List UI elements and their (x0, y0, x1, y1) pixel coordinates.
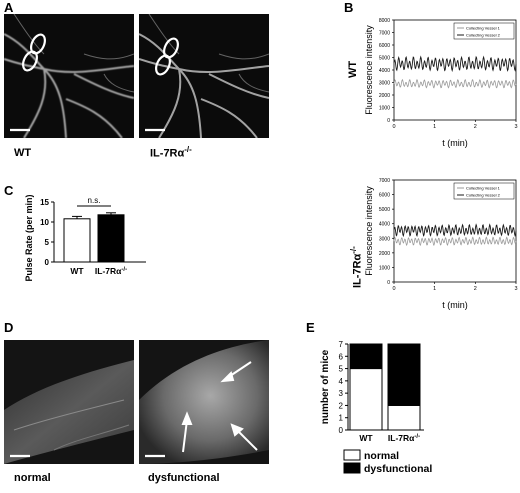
y-axis-label: number of mice (320, 349, 331, 424)
chart-fluorescence-wt: 0 1000 2000 3000 4000 5000 6000 7000 8000 0 1 2 3 t (… (364, 18, 518, 148)
series-line (393, 78, 517, 89)
x-axis-label: t (min) (442, 300, 468, 310)
tissue-image-dysfunctional (139, 340, 269, 464)
series-line (393, 55, 517, 73)
y-tick-label: 6 (339, 352, 344, 361)
x-category-label: IL-7Rα-/- (388, 433, 420, 443)
micrograph-normal (4, 340, 134, 464)
y-tick-label: 5000 (379, 56, 390, 62)
bar (63, 218, 91, 263)
y-tick-label: 7 (339, 340, 344, 349)
y-tick-label: 0 (387, 118, 390, 124)
micrograph-wt-vessels (4, 14, 134, 138)
legend-box (453, 22, 515, 40)
x-category-label: IL-7Rα-/- (95, 266, 127, 276)
tissue-image-normal (4, 360, 134, 464)
bar (97, 214, 125, 263)
y-tick-label: 5 (339, 365, 344, 374)
panel-letter-a: A (4, 0, 14, 15)
y-tick-label: 5 (45, 238, 50, 247)
panel-letter-c: C (4, 183, 14, 198)
y-tick-label: 1 (339, 414, 344, 423)
stacked-bar-segment (349, 343, 383, 370)
legend-swatch (343, 449, 361, 461)
y-tick-label: 4000 (379, 68, 390, 74)
panel-letter-b: B (344, 0, 354, 15)
panel-letter-d: D (4, 320, 14, 335)
x-category-label: WT (359, 433, 373, 443)
label-il7r-a-text: IL-7Rα (150, 147, 185, 160)
y-tick-label: 0 (387, 280, 390, 286)
y-tick-label: 2000 (379, 251, 390, 257)
x-tick-label: 1 (433, 124, 436, 130)
panel-letter-e: E (306, 320, 315, 335)
chart-mice-counts: 0 1 2 3 4 5 6 7 number of mice WT IL-7Rα-/- normald… (320, 340, 432, 475)
stacked-bar-segment (349, 368, 383, 431)
label-normal: normal (14, 472, 51, 484)
x-tick-label: 3 (514, 124, 517, 130)
stacked-bar-segment (387, 404, 421, 431)
y-tick-label: 3 (339, 389, 344, 398)
arrow-icons (181, 361, 258, 453)
vessel-network-image (139, 14, 269, 138)
legend-label: Collecting Vessel 2 (466, 33, 501, 38)
x-category-sup: -/- (121, 267, 127, 273)
y-tick-label: 5000 (379, 207, 390, 213)
x-axis-label: t (min) (442, 138, 468, 148)
x-category-sup: -/- (414, 434, 420, 440)
vessel-network-image (4, 14, 134, 138)
stacked-bar-segment (387, 343, 421, 406)
y-axis-label: Fluorescence intensity (364, 186, 374, 276)
x-tick-label: 1 (433, 286, 436, 292)
legend-box (453, 182, 515, 200)
y-tick-label: 4 (339, 377, 344, 386)
significance-label: n.s. (88, 196, 101, 205)
x-tick-label: 2 (474, 286, 477, 292)
label-il7r-a: IL-7Rα-/- (150, 145, 192, 160)
label-dysfunctional: dysfunctional (148, 472, 220, 484)
y-tick-label: 15 (40, 198, 49, 207)
y-tick-label: 10 (40, 218, 49, 227)
legend-label: dysfunctional (364, 463, 432, 475)
x-category-label: WT (70, 266, 84, 276)
y-tick-label: 6000 (379, 43, 390, 49)
legend-label: Collecting Vessel 1 (466, 186, 501, 191)
y-tick-label: 8000 (379, 18, 390, 24)
chart-pulse-rate: 0 5 10 15 Pulse Rate (per min) WT IL-7Rα-/- n.s… (24, 194, 146, 282)
label-wt-a: WT (14, 147, 32, 159)
y-tick-label: 3000 (379, 236, 390, 242)
y-tick-label: 2000 (379, 93, 390, 99)
y-axis-label: Pulse Rate (per min) (24, 194, 34, 281)
series-line (393, 236, 517, 247)
y-tick-label: 0 (339, 426, 344, 435)
x-tick-label: 0 (392, 124, 395, 130)
x-tick-label: 3 (514, 286, 517, 292)
y-tick-label: 4000 (379, 222, 390, 228)
y-tick-label: 3000 (379, 81, 390, 87)
legend-label: Collecting Vessel 1 (466, 26, 501, 31)
y-tick-label: 1000 (379, 265, 390, 271)
x-tick-label: 2 (474, 124, 477, 130)
y-tick-label: 7000 (379, 178, 390, 184)
legend-label: normal (364, 450, 399, 462)
y-tick-label: 0 (45, 258, 50, 267)
y-tick-label: 7000 (379, 31, 390, 37)
y-tick-label: 1000 (379, 106, 390, 112)
y-tick-label: 6000 (379, 193, 390, 199)
micrograph-dysfunctional (139, 340, 269, 464)
label-il7r-a-sup: -/- (184, 145, 192, 154)
y-tick-label: 2 (339, 401, 344, 410)
legend-label: Collecting Vessel 2 (466, 193, 501, 198)
micrograph-il7r-vessels (139, 14, 269, 138)
chart-fluorescence-il7r: 0 1000 2000 3000 4000 5000 6000 7000 0 1 2 3 t (min)… (364, 178, 518, 310)
series-line (393, 223, 517, 238)
x-tick-label: 0 (392, 286, 395, 292)
legend-swatch (343, 462, 361, 474)
y-axis-label: Fluorescence intensity (364, 25, 374, 115)
